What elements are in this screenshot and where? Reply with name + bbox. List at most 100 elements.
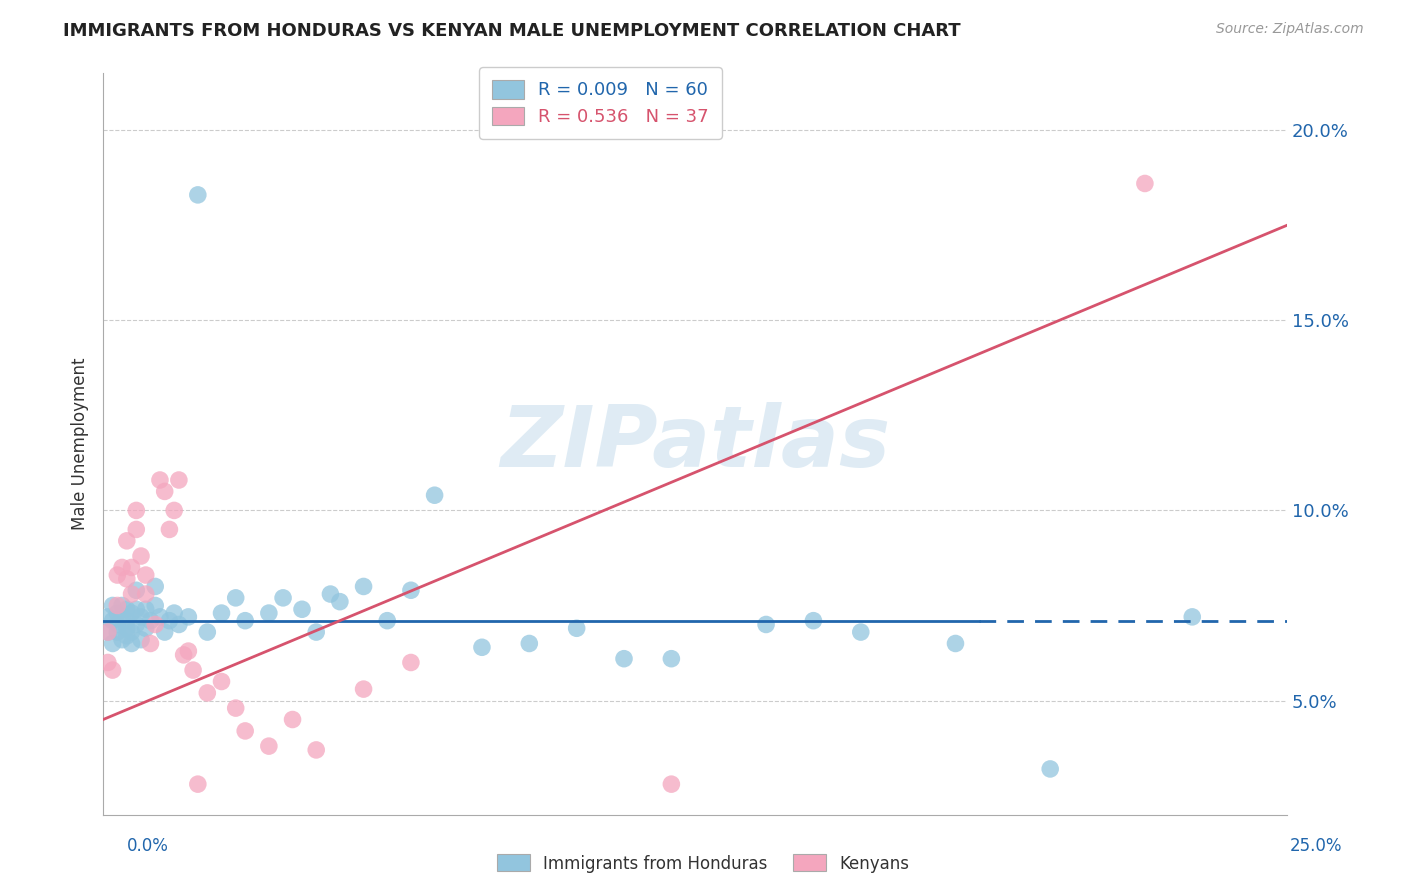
Point [149,473,172,487]
Point [661,651,683,665]
Point [329,595,352,609]
Text: 0.0%: 0.0% [127,837,169,855]
Point [149,610,172,624]
Point [129,632,152,647]
Point [125,583,148,598]
Point [121,560,143,574]
Point [803,614,825,628]
Point [125,617,148,632]
Point [143,579,166,593]
Point [163,503,186,517]
Point [125,503,148,517]
Point [353,579,375,593]
Y-axis label: Male Unemployment: Male Unemployment [72,358,89,530]
Point [97,656,120,670]
Point [115,572,138,586]
Point [353,682,375,697]
Point [121,636,143,650]
Point [181,663,204,677]
Point [101,599,124,613]
Point [257,739,280,753]
Point [105,617,128,632]
Point [115,621,138,635]
Point [225,591,247,605]
Point [101,636,124,650]
Point [1133,177,1156,191]
Point [319,587,342,601]
Legend: Immigrants from Honduras, Kenyans: Immigrants from Honduras, Kenyans [489,847,917,880]
Point [173,648,195,662]
Point [97,625,120,640]
Point [211,674,233,689]
Text: IMMIGRANTS FROM HONDURAS VS KENYAN MALE UNEMPLOYMENT CORRELATION CHART: IMMIGRANTS FROM HONDURAS VS KENYAN MALE … [63,22,960,40]
Point [121,606,143,620]
Point [187,187,209,202]
Point [125,523,148,537]
Point [755,617,778,632]
Point [111,599,134,613]
Text: Source: ZipAtlas.com: Source: ZipAtlas.com [1216,22,1364,37]
Point [97,625,120,640]
Point [115,533,138,548]
Point [945,636,967,650]
Point [115,629,138,643]
Point [101,663,124,677]
Point [111,632,134,647]
Point [105,568,128,582]
Point [111,610,134,624]
Point [153,625,176,640]
Point [135,621,157,635]
Point [135,602,157,616]
Point [305,625,328,640]
Point [271,591,294,605]
Point [613,651,636,665]
Text: ZIPatlas: ZIPatlas [501,402,890,485]
Point [129,610,152,624]
Point [399,583,422,598]
Point [565,621,588,635]
Point [143,617,166,632]
Point [195,686,218,700]
Point [153,484,176,499]
Point [849,625,872,640]
Point [159,614,181,628]
Point [399,656,422,670]
Point [129,549,152,563]
Point [159,523,181,537]
Point [1181,610,1204,624]
Text: 25.0%: 25.0% [1291,837,1343,855]
Point [423,488,446,502]
Point [233,723,256,738]
Point [121,587,143,601]
Point [121,625,143,640]
Point [661,777,683,791]
Point [135,587,157,601]
Point [163,606,186,620]
Point [101,614,124,628]
Point [187,777,209,791]
Point [167,617,190,632]
Point [375,614,398,628]
Point [281,713,304,727]
Point [115,614,138,628]
Legend: R = 0.009   N = 60, R = 0.536   N = 37: R = 0.009 N = 60, R = 0.536 N = 37 [479,68,721,138]
Point [97,610,120,624]
Point [125,602,148,616]
Point [1039,762,1062,776]
Point [257,606,280,620]
Point [105,599,128,613]
Point [139,636,162,650]
Point [233,614,256,628]
Point [111,560,134,574]
Point [517,636,540,650]
Point [135,568,157,582]
Point [115,602,138,616]
Point [225,701,247,715]
Point [177,610,200,624]
Point [471,640,494,655]
Point [105,606,128,620]
Point [305,743,328,757]
Point [177,644,200,658]
Point [167,473,190,487]
Point [105,625,128,640]
